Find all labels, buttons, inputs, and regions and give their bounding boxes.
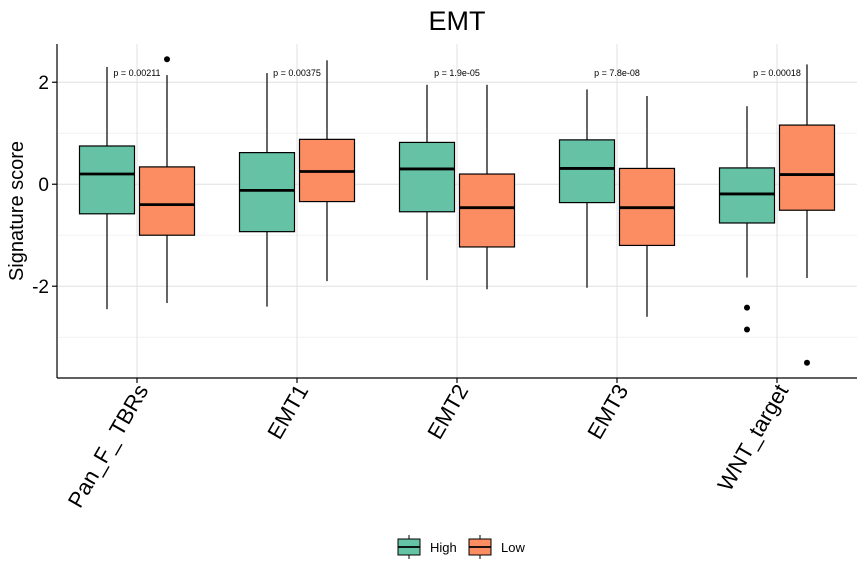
- legend-item-high: High: [397, 535, 457, 559]
- box-iqr: [138, 166, 196, 236]
- p-value-label: p = 7.8e-08: [594, 68, 640, 78]
- legend-label: High: [430, 540, 457, 555]
- box-iqr: [778, 124, 836, 211]
- outlier-point: [744, 326, 750, 333]
- legend: High Low: [397, 535, 525, 559]
- box-high-4: [718, 106, 776, 333]
- box-low-1: [298, 60, 356, 282]
- box-high-3: [558, 89, 616, 288]
- chart-title: EMT: [429, 6, 486, 36]
- legend-item-low: Low: [468, 535, 525, 559]
- legend-label: Low: [501, 540, 525, 555]
- box-iqr: [718, 167, 776, 224]
- p-value-label: p = 1.9e-05: [434, 68, 480, 78]
- box-high-2: [398, 84, 456, 281]
- x-tick-label: WNT_target: [712, 380, 793, 495]
- box-iqr: [238, 152, 296, 233]
- p-value-label: p = 0.00375: [273, 68, 321, 78]
- box-groups: [78, 56, 836, 366]
- p-value-label: p = 0.00018: [753, 68, 801, 78]
- y-tick-label: 0: [38, 175, 49, 196]
- annotations: p = 0.00211 p = 0.00375 p = 1.9e-05 p = 7.8…: [113, 68, 800, 78]
- x-tick-label: EMT1: [262, 380, 313, 443]
- x-tick-label: EMT3: [582, 380, 633, 443]
- box-high-0: [78, 66, 136, 310]
- x-tick-label: Pan_F_ TBRs: [63, 380, 154, 512]
- outlier-point: [744, 304, 750, 311]
- box-high-1: [238, 73, 296, 307]
- p-value-label: p = 0.00211: [113, 68, 160, 78]
- axes: -2 0 2 Pan_F_ TBRs EMT1 EMT2 EMT3 WNT_target: [32, 44, 857, 512]
- y-axis-label: Signature score: [6, 141, 28, 281]
- outlier-point: [164, 56, 170, 63]
- box-low-3: [618, 96, 676, 317]
- box-iqr: [558, 139, 616, 204]
- box-iqr: [458, 173, 516, 248]
- box-low-0: [138, 56, 196, 304]
- box-low-2: [458, 84, 516, 290]
- x-tick-label: EMT2: [422, 380, 473, 443]
- box-iqr: [78, 145, 136, 215]
- box-iqr: [398, 141, 456, 213]
- box-low-4: [778, 64, 836, 366]
- y-tick-label: -2: [32, 277, 49, 298]
- y-tick-label: 2: [38, 73, 49, 94]
- outlier-point: [804, 359, 810, 366]
